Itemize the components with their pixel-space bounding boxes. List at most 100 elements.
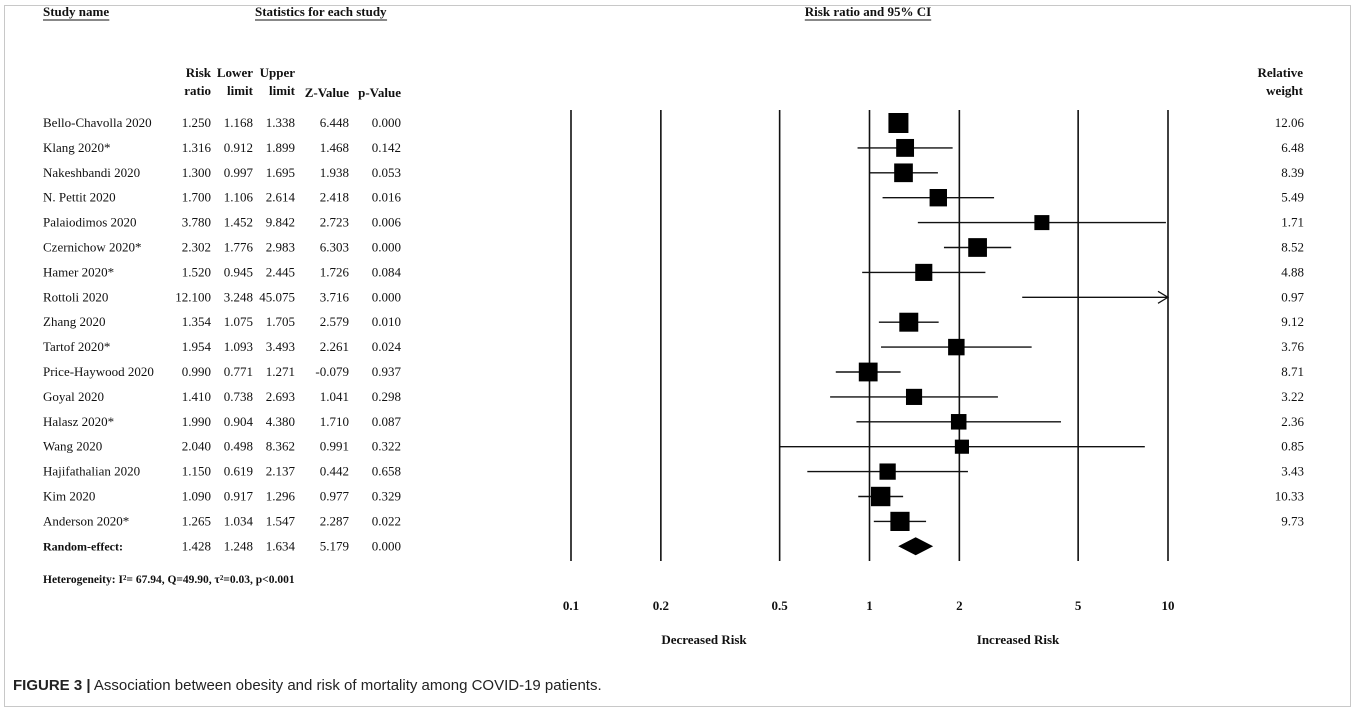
study-stat: 0.619 xyxy=(224,464,253,479)
study-stat: 1.075 xyxy=(224,314,253,329)
point-estimate xyxy=(879,463,896,480)
point-estimate xyxy=(894,163,913,183)
header-relative-weight: weight xyxy=(1266,83,1304,98)
study-weight: 8.71 xyxy=(1281,364,1304,379)
study-stat: 1.316 xyxy=(182,140,212,155)
study-name: Palaiodimos 2020 xyxy=(43,215,137,230)
study-weight: 3.76 xyxy=(1281,339,1304,354)
study-stat: 1.776 xyxy=(224,240,254,255)
study-stat: 1.041 xyxy=(320,389,349,404)
study-name: Wang 2020 xyxy=(43,439,102,454)
x-tick-label: 0.5 xyxy=(772,598,789,613)
study-stat: 8.362 xyxy=(266,439,295,454)
point-estimate xyxy=(890,511,910,531)
study-name: Czernichow 2020* xyxy=(43,240,142,255)
study-stat: 0.298 xyxy=(372,389,401,404)
study-weight: 8.39 xyxy=(1281,165,1304,180)
x-tick-label: 5 xyxy=(1075,598,1082,613)
study-stat: 1.520 xyxy=(182,264,211,279)
header-relative-weight: Relative xyxy=(1258,65,1304,80)
study-weight: 1.71 xyxy=(1281,215,1304,230)
column-header: ratio xyxy=(184,83,211,98)
study-stat: 0.000 xyxy=(372,289,401,304)
pooled-stat: 1.248 xyxy=(224,538,253,553)
caption-text: Association between obesity and risk of … xyxy=(90,677,602,694)
study-stat: 1.726 xyxy=(320,264,350,279)
pooled-stat: 0.000 xyxy=(372,538,401,553)
study-weight: 2.36 xyxy=(1281,414,1304,429)
study-stat: 0.442 xyxy=(320,464,349,479)
study-stat: 0.990 xyxy=(182,364,211,379)
study-stat: 1.090 xyxy=(182,489,211,504)
study-stat: 0.738 xyxy=(224,389,253,404)
ci-arrow xyxy=(1157,290,1170,304)
study-stat: 2.579 xyxy=(320,314,349,329)
study-stat: 0.084 xyxy=(372,264,402,279)
study-stat: 0.322 xyxy=(372,439,401,454)
study-stat: 0.329 xyxy=(372,489,401,504)
study-stat: 1.899 xyxy=(266,140,295,155)
study-stat: 6.448 xyxy=(320,115,349,130)
study-name: Zhang 2020 xyxy=(43,314,105,329)
study-stat: 1.954 xyxy=(182,339,212,354)
study-stat: 0.917 xyxy=(224,489,254,504)
study-name: Kim 2020 xyxy=(43,489,95,504)
study-weight: 3.22 xyxy=(1281,389,1304,404)
column-header: Upper xyxy=(260,65,296,80)
study-name: Anderson 2020* xyxy=(43,513,129,528)
study-name: Goyal 2020 xyxy=(43,389,104,404)
study-weight: 4.88 xyxy=(1281,264,1304,279)
study-weight: 9.12 xyxy=(1281,314,1304,329)
study-stat: 1.034 xyxy=(224,513,254,528)
study-stat: 0.771 xyxy=(224,364,253,379)
study-stat: 0.904 xyxy=(224,414,254,429)
study-stat: 0.000 xyxy=(372,240,401,255)
study-stat: 0.658 xyxy=(372,464,401,479)
study-stat: 1.410 xyxy=(182,389,211,404)
study-weight: 3.43 xyxy=(1281,464,1304,479)
study-stat: 2.287 xyxy=(320,513,350,528)
header-stats-group: Statistics for each study xyxy=(255,4,387,19)
study-stat: 0.937 xyxy=(372,364,402,379)
study-stat: 2.302 xyxy=(182,240,211,255)
header-study-name: Study name xyxy=(43,4,109,19)
x-tick-label: 0.1 xyxy=(563,598,579,613)
study-stat: 2.445 xyxy=(266,264,295,279)
study-stat: 2.983 xyxy=(266,240,295,255)
x-tick-label: 10 xyxy=(1162,598,1175,613)
x-tick-label: 2 xyxy=(956,598,963,613)
study-name: Klang 2020* xyxy=(43,140,111,155)
study-stat: 1.296 xyxy=(266,489,296,504)
study-stat: 4.380 xyxy=(266,414,295,429)
x-tick-label: 0.2 xyxy=(653,598,669,613)
point-estimate xyxy=(968,238,987,257)
pooled-name: Random-effect: xyxy=(43,539,123,553)
study-weight: 9.73 xyxy=(1281,513,1304,528)
study-stat: 3.248 xyxy=(224,289,253,304)
point-estimate xyxy=(896,138,915,157)
figure-panel xyxy=(4,5,1351,707)
study-name: Hajifathalian 2020 xyxy=(43,464,140,479)
study-stat: 2.040 xyxy=(182,439,211,454)
study-stat: 0.997 xyxy=(224,165,254,180)
column-header: Lower xyxy=(217,65,253,80)
study-stat: 0.977 xyxy=(320,489,350,504)
study-stat: 1.705 xyxy=(266,314,295,329)
column-header: Risk xyxy=(186,65,212,80)
study-stat: 1.168 xyxy=(224,115,253,130)
study-stat: 0.912 xyxy=(224,140,253,155)
study-stat: 0.006 xyxy=(372,215,402,230)
study-stat: 2.723 xyxy=(320,215,349,230)
study-weight: 5.49 xyxy=(1281,190,1304,205)
x-tick-label: 1 xyxy=(866,598,873,613)
study-stat: 1.710 xyxy=(320,414,349,429)
study-stat: 0.142 xyxy=(372,140,401,155)
study-stat: 0.053 xyxy=(372,165,401,180)
study-name: Tartof 2020* xyxy=(43,339,110,354)
study-stat: 1.265 xyxy=(182,513,211,528)
study-name: Price-Haywood 2020 xyxy=(43,364,154,379)
point-estimate xyxy=(929,189,947,207)
study-stat: 1.452 xyxy=(224,215,253,230)
study-weight: 8.52 xyxy=(1281,240,1304,255)
